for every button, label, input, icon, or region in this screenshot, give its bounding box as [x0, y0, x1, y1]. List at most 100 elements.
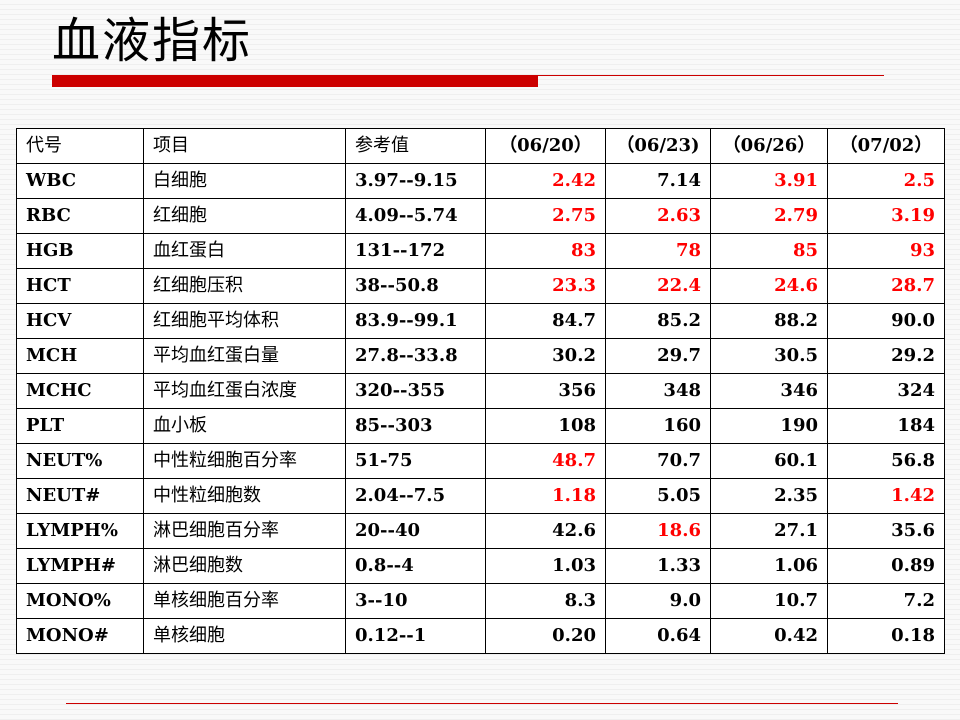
- table-row: NEUT# 中性粒细胞数 2.04--7.5 1.18 5.05 2.35 1.42: [16, 478, 945, 514]
- cell-reference: 27.8--33.8: [345, 338, 486, 374]
- cell-value: 1.03: [485, 548, 606, 584]
- cell-value: 190: [710, 408, 828, 444]
- cell-value: 0.20: [485, 618, 606, 654]
- header-reference: 参考值: [345, 128, 486, 164]
- cell-code: WBC: [16, 163, 144, 199]
- cell-value: 184: [827, 408, 945, 444]
- blood-index-table: 代号 项目 参考值 （06/20） （06/23) （06/26） （07/02…: [16, 128, 945, 654]
- cell-reference: 4.09--5.74: [345, 198, 486, 234]
- cell-code: LYMPH#: [16, 548, 144, 584]
- cell-value: 7.14: [605, 163, 711, 199]
- table-row: HCV 红细胞平均体积 83.9--99.1 84.7 85.2 88.2 90.0: [16, 303, 945, 339]
- cell-reference: 320--355: [345, 373, 486, 409]
- cell-item: 平均血红蛋白量: [143, 338, 346, 374]
- cell-code: NEUT#: [16, 478, 144, 514]
- title-underline-thick: [52, 76, 538, 87]
- cell-value: 18.6: [605, 513, 711, 549]
- cell-value: 0.42: [710, 618, 828, 654]
- cell-item: 中性粒细胞数: [143, 478, 346, 514]
- cell-item: 红细胞: [143, 198, 346, 234]
- cell-value: 7.2: [827, 583, 945, 619]
- cell-value: 30.2: [485, 338, 606, 374]
- cell-reference: 0.8--4: [345, 548, 486, 584]
- cell-value: 0.64: [605, 618, 711, 654]
- cell-value: 23.3: [485, 268, 606, 304]
- cell-reference: 85--303: [345, 408, 486, 444]
- cell-value: 0.18: [827, 618, 945, 654]
- cell-item: 平均血红蛋白浓度: [143, 373, 346, 409]
- cell-reference: 131--172: [345, 233, 486, 269]
- table-row: HCT 红细胞压积 38--50.8 23.3 22.4 24.6 28.7: [16, 268, 945, 304]
- header-code: 代号: [16, 128, 144, 164]
- header-date-0623: （06/23): [605, 128, 711, 164]
- cell-code: HCT: [16, 268, 144, 304]
- header-item: 项目: [143, 128, 346, 164]
- cell-item: 红细胞平均体积: [143, 303, 346, 339]
- cell-code: RBC: [16, 198, 144, 234]
- cell-value: 356: [485, 373, 606, 409]
- cell-value: 56.8: [827, 443, 945, 479]
- cell-value: 5.05: [605, 478, 711, 514]
- cell-value: 1.33: [605, 548, 711, 584]
- cell-value: 22.4: [605, 268, 711, 304]
- cell-code: MONO%: [16, 583, 144, 619]
- cell-value: 1.42: [827, 478, 945, 514]
- cell-value: 88.2: [710, 303, 828, 339]
- title-underline-thin: [52, 75, 884, 76]
- cell-code: HGB: [16, 233, 144, 269]
- table-row: RBC 红细胞 4.09--5.74 2.75 2.63 2.79 3.19: [16, 198, 945, 234]
- cell-item: 单核细胞百分率: [143, 583, 346, 619]
- cell-value: 3.19: [827, 198, 945, 234]
- cell-value: 48.7: [485, 443, 606, 479]
- cell-item: 白细胞: [143, 163, 346, 199]
- table-row: MCH 平均血红蛋白量 27.8--33.8 30.2 29.7 30.5 29.2: [16, 338, 945, 374]
- cell-reference: 38--50.8: [345, 268, 486, 304]
- cell-value: 27.1: [710, 513, 828, 549]
- cell-reference: 20--40: [345, 513, 486, 549]
- cell-value: 90.0: [827, 303, 945, 339]
- cell-value: 35.6: [827, 513, 945, 549]
- table-row: LYMPH# 淋巴细胞数 0.8--4 1.03 1.33 1.06 0.89: [16, 548, 945, 584]
- footer-rule: [66, 703, 898, 704]
- cell-value: 60.1: [710, 443, 828, 479]
- cell-value: 85: [710, 233, 828, 269]
- blood-index-table-container: 代号 项目 参考值 （06/20） （06/23) （06/26） （07/02…: [16, 128, 945, 654]
- cell-reference: 83.9--99.1: [345, 303, 486, 339]
- cell-item: 血小板: [143, 408, 346, 444]
- table-row: PLT 血小板 85--303 108 160 190 184: [16, 408, 945, 444]
- table-row: LYMPH% 淋巴细胞百分率 20--40 42.6 18.6 27.1 35.6: [16, 513, 945, 549]
- cell-value: 2.42: [485, 163, 606, 199]
- table-row: NEUT% 中性粒细胞百分率 51-75 48.7 70.7 60.1 56.8: [16, 443, 945, 479]
- header-date-0626: （06/26）: [710, 128, 828, 164]
- cell-value: 29.2: [827, 338, 945, 374]
- cell-reference: 3--10: [345, 583, 486, 619]
- cell-value: 160: [605, 408, 711, 444]
- cell-value: 108: [485, 408, 606, 444]
- table-row: HGB 血红蛋白 131--172 83 78 85 93: [16, 233, 945, 269]
- cell-item: 淋巴细胞数: [143, 548, 346, 584]
- cell-code: PLT: [16, 408, 144, 444]
- table-row: MONO% 单核细胞百分率 3--10 8.3 9.0 10.7 7.2: [16, 583, 945, 619]
- cell-code: HCV: [16, 303, 144, 339]
- cell-value: 24.6: [710, 268, 828, 304]
- cell-value: 42.6: [485, 513, 606, 549]
- cell-item: 血红蛋白: [143, 233, 346, 269]
- cell-value: 10.7: [710, 583, 828, 619]
- cell-value: 2.63: [605, 198, 711, 234]
- table-row: MCHC 平均血红蛋白浓度 320--355 356 348 346 324: [16, 373, 945, 409]
- cell-value: 2.79: [710, 198, 828, 234]
- cell-value: 83: [485, 233, 606, 269]
- cell-value: 78: [605, 233, 711, 269]
- cell-reference: 51-75: [345, 443, 486, 479]
- cell-value: 85.2: [605, 303, 711, 339]
- cell-value: 2.75: [485, 198, 606, 234]
- cell-item: 红细胞压积: [143, 268, 346, 304]
- cell-value: 0.89: [827, 548, 945, 584]
- table-row: WBC 白细胞 3.97--9.15 2.42 7.14 3.91 2.5: [16, 163, 945, 199]
- header-date-0620: （06/20）: [485, 128, 606, 164]
- cell-value: 3.91: [710, 163, 828, 199]
- cell-value: 70.7: [605, 443, 711, 479]
- cell-code: MONO#: [16, 618, 144, 654]
- cell-code: NEUT%: [16, 443, 144, 479]
- cell-code: LYMPH%: [16, 513, 144, 549]
